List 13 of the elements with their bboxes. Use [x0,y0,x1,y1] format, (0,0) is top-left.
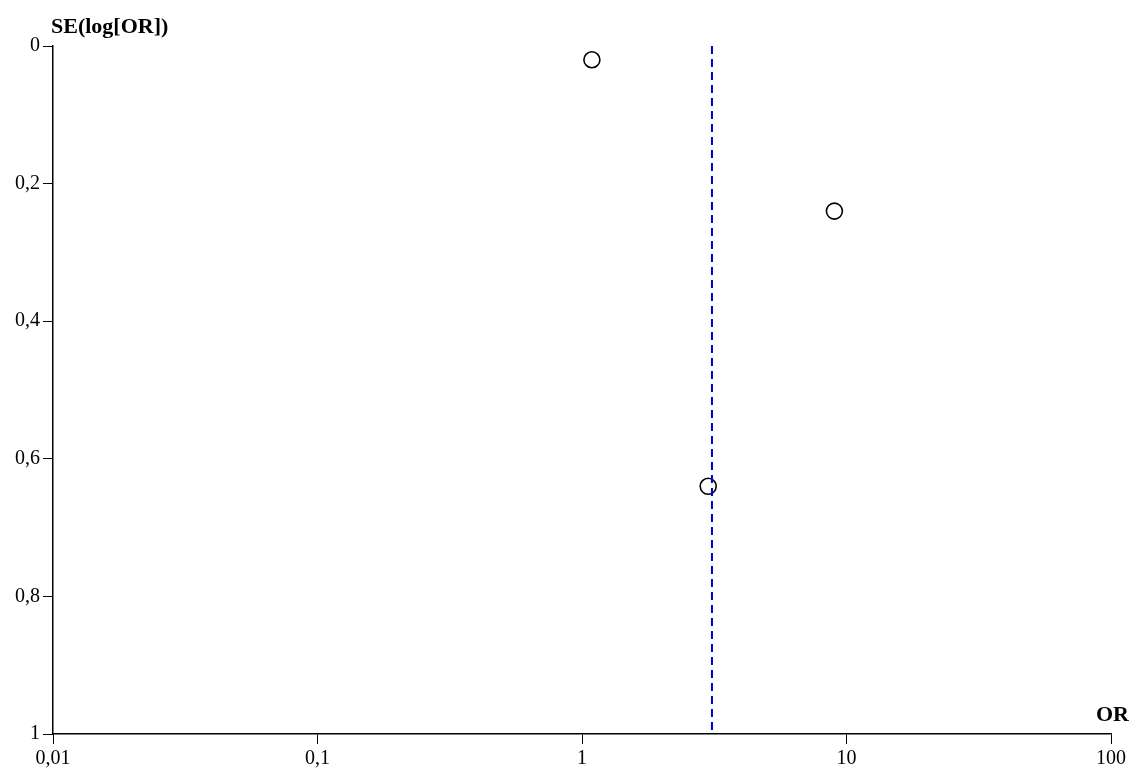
x-tick-label: 1 [577,746,587,769]
x-axis-title: OR [1096,700,1131,726]
x-tick-label: 100 [1096,746,1126,769]
y-tick-label: 1 [30,721,40,744]
y-tick-label: 0,6 [15,446,40,469]
x-tick-label: 0,1 [305,746,330,769]
x-tick-label: 10 [836,746,857,769]
y-tick-label: 0,8 [15,583,40,606]
y-tick-label: 0,4 [15,308,40,331]
y-tick-label: 0 [30,33,40,56]
y-tick-label: 0,2 [15,170,40,193]
x-tick-label: 0,01 [35,746,71,769]
y-axis-title: SE(log[OR]) [51,12,169,38]
